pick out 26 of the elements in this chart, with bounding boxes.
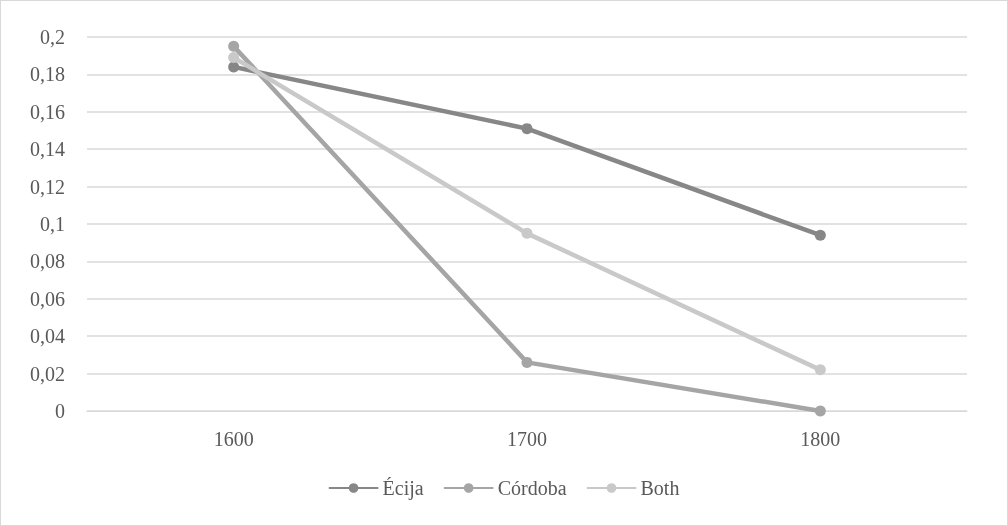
- point: [521, 123, 533, 135]
- point: [228, 52, 240, 64]
- legend-label: Both: [640, 477, 680, 499]
- y-tick-label: 0,2: [40, 26, 65, 48]
- point: [228, 61, 240, 73]
- x-tick-label: 1700: [507, 428, 547, 450]
- point: [521, 356, 533, 368]
- y-tick-label: 0,18: [30, 63, 65, 86]
- point: [814, 364, 826, 376]
- x-tick-label: 1600: [213, 428, 254, 450]
- y-tick-label: 0,06: [30, 287, 65, 310]
- y-tick-label: 0: [55, 400, 65, 422]
- y-tick-label: 0,08: [30, 250, 65, 273]
- y-tick-label: 0,1: [40, 213, 65, 235]
- y-tick-label: 0,02: [30, 362, 65, 385]
- point: [814, 405, 826, 417]
- legend-label: Écija: [382, 477, 424, 500]
- y-tick-label: 0,12: [30, 175, 65, 198]
- point: [521, 227, 533, 239]
- y-tick-label: 0,16: [30, 100, 65, 123]
- y-tick-label: 0,14: [30, 138, 65, 161]
- point: [814, 229, 826, 241]
- y-tick-label: 0,04: [30, 325, 65, 348]
- legend-label: Córdoba: [497, 477, 567, 499]
- point: [228, 40, 240, 52]
- x-tick-label: 1800: [800, 428, 841, 450]
